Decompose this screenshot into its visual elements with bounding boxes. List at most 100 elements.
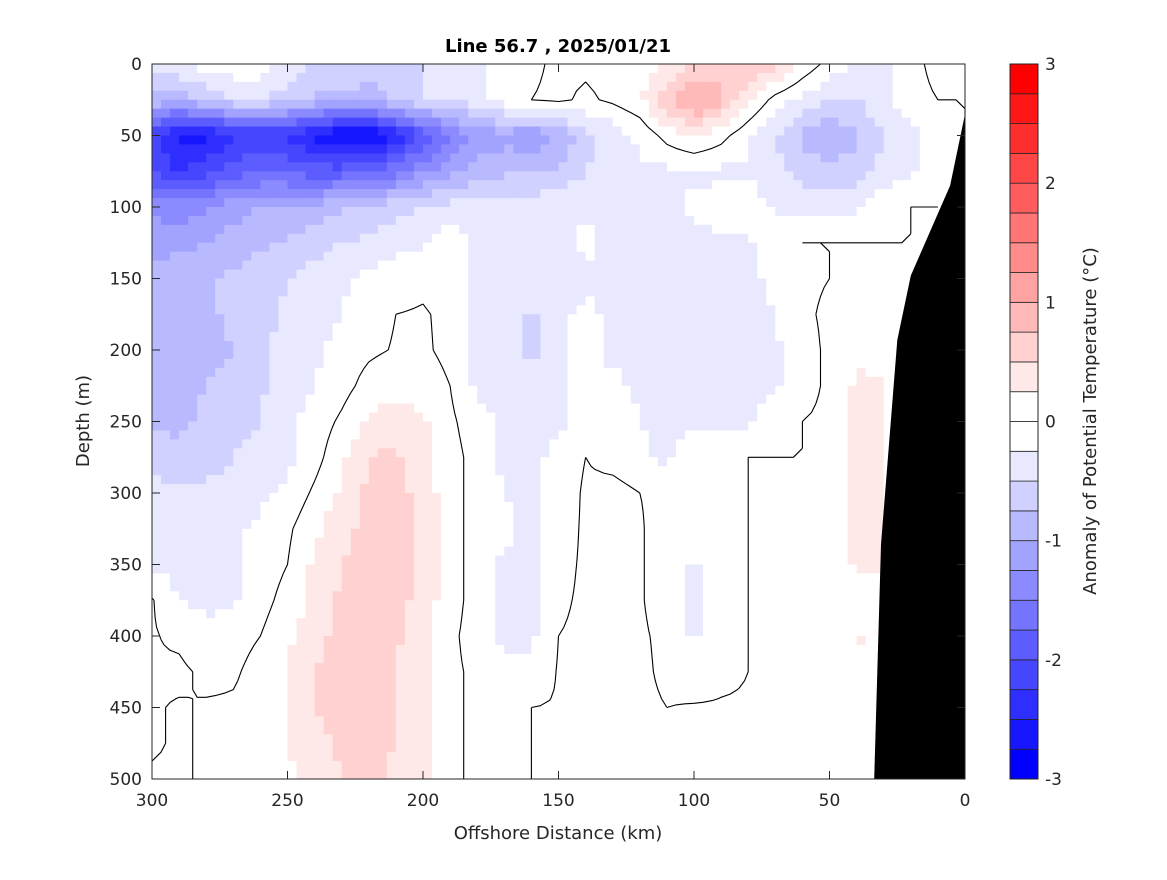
contour-cell	[703, 242, 713, 253]
contour-cell	[432, 144, 442, 154]
contour-cell	[766, 484, 776, 494]
contour-cell	[811, 484, 822, 494]
contour-cell	[233, 198, 243, 208]
contour-cell	[251, 224, 261, 235]
contour-cell	[233, 546, 243, 557]
contour-cell	[883, 385, 894, 396]
contour-cell	[287, 537, 298, 548]
contour-cell	[757, 314, 767, 324]
contour-cell	[856, 81, 867, 92]
contour-cell	[666, 332, 677, 342]
contour-cell	[793, 519, 803, 530]
contour-cell	[838, 126, 849, 137]
contour-cell	[251, 430, 261, 440]
contour-cell	[558, 555, 569, 566]
contour-cell	[486, 412, 496, 423]
contour-cell	[666, 99, 677, 110]
contour-cell	[874, 162, 885, 172]
contour-cell	[775, 233, 785, 244]
contour-cell	[919, 135, 930, 146]
contour-cell	[684, 171, 695, 181]
contour-cell	[197, 269, 207, 280]
contour-cell	[675, 180, 686, 190]
contour-cell	[856, 108, 867, 119]
contour-cell	[748, 314, 758, 324]
contour-cell	[531, 269, 542, 280]
contour-cell	[242, 466, 252, 476]
contour-cell	[386, 287, 397, 297]
contour-cell	[775, 546, 785, 557]
contour-cell	[504, 555, 514, 566]
contour-cell	[784, 108, 794, 119]
contour-cell	[404, 457, 415, 467]
contour-cell	[775, 519, 785, 530]
contour-cell	[567, 376, 578, 387]
contour-cell	[197, 457, 207, 467]
contour-cell	[748, 350, 758, 360]
contour-cell	[567, 64, 578, 74]
contour-cell	[495, 332, 505, 342]
contour-cell	[721, 153, 731, 163]
contour-cell	[739, 72, 749, 83]
contour-cell	[377, 555, 388, 566]
contour-cell	[179, 457, 189, 467]
contour-cell	[784, 350, 794, 360]
contour-cell	[874, 385, 885, 396]
contour-cell	[594, 153, 605, 163]
contour-cell	[648, 430, 659, 440]
contour-cell	[829, 72, 840, 83]
contour-cell	[260, 269, 271, 280]
contour-cell	[260, 207, 271, 217]
contour-cell	[675, 117, 686, 128]
contour-cell	[513, 367, 523, 378]
contour-cell	[161, 278, 171, 289]
contour-cell	[341, 439, 352, 449]
contour-cell	[441, 493, 451, 503]
contour-cell	[901, 224, 912, 235]
contour-cell	[558, 412, 569, 423]
contour-cell	[287, 260, 298, 271]
contour-cell	[341, 510, 352, 521]
contour-cell	[152, 171, 162, 181]
contour-cell	[847, 350, 858, 360]
contour-cell	[666, 224, 677, 235]
contour-cell	[757, 126, 767, 137]
contour-cell	[865, 72, 876, 83]
contour-cell	[278, 555, 289, 566]
contour-cell	[251, 341, 261, 351]
contour-cell	[793, 144, 803, 154]
contour-cell	[703, 296, 713, 306]
contour-cell	[215, 519, 225, 530]
contour-cell	[585, 403, 596, 414]
contour-cell	[486, 278, 496, 289]
contour-cell	[901, 81, 912, 92]
contour-cell	[766, 394, 776, 405]
contour-cell	[657, 215, 668, 226]
contour-cell	[811, 457, 822, 467]
contour-cell	[694, 510, 704, 521]
contour-cell	[296, 242, 307, 253]
contour-cell	[883, 296, 894, 306]
contour-cell	[757, 171, 767, 181]
contour-cell	[630, 278, 641, 289]
contour-cell	[603, 233, 614, 244]
contour-cell	[368, 207, 379, 217]
contour-cell	[233, 215, 243, 226]
contour-cell	[648, 171, 659, 181]
contour-cell	[404, 466, 415, 476]
contour-cell	[793, 475, 803, 485]
contour-cell	[721, 260, 731, 271]
contour-cell	[215, 144, 225, 154]
contour-cell	[152, 242, 162, 253]
contour-cell	[251, 99, 261, 110]
contour-cell	[558, 367, 569, 378]
contour-cell	[197, 358, 207, 369]
contour-cell	[603, 394, 614, 405]
contour-cell	[215, 475, 225, 485]
contour-cell	[395, 171, 406, 181]
contour-cell	[513, 430, 523, 440]
contour-cell	[377, 242, 388, 253]
contour-cell	[233, 153, 243, 163]
contour-cell	[721, 412, 731, 423]
contour-cell	[395, 350, 406, 360]
